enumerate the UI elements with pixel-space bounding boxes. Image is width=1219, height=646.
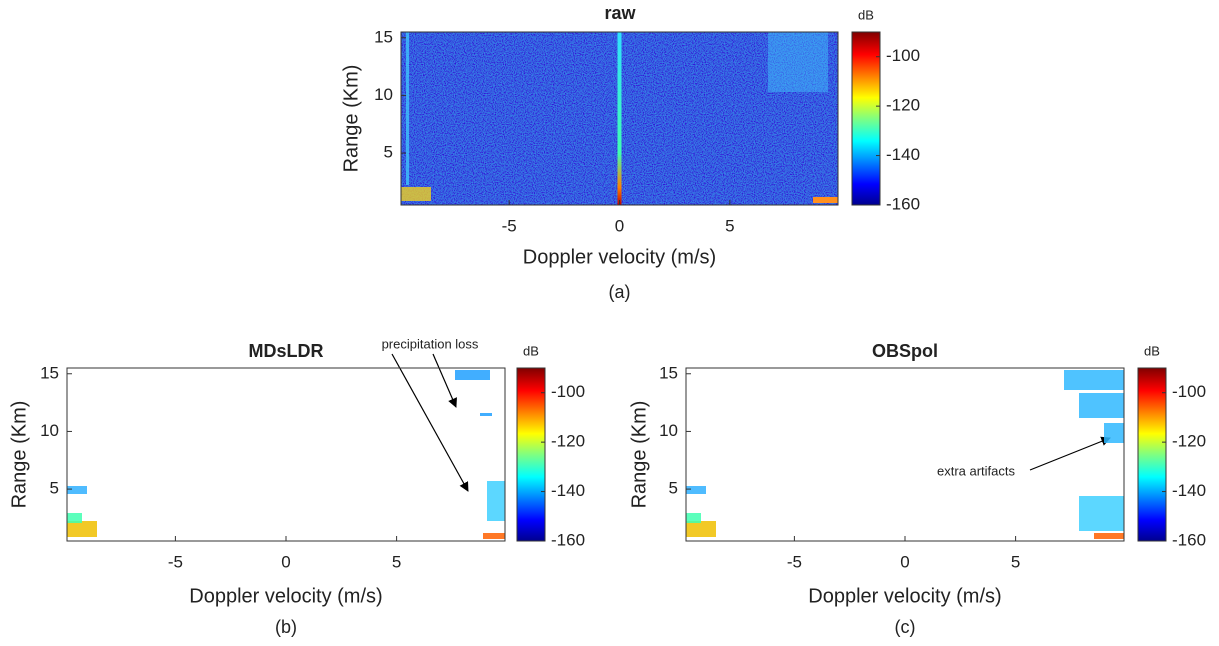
heatmap-texture [1079, 393, 1124, 418]
x-tick-label: -5 [168, 552, 183, 571]
heatmap-texture [67, 521, 97, 537]
heatmap-texture [487, 481, 505, 521]
x-tick-label: 5 [1011, 552, 1020, 571]
y-tick-label: 5 [384, 143, 393, 162]
x-tick-label: 0 [281, 552, 290, 571]
y-tick-label: 15 [374, 27, 393, 46]
axes-frame [66, 367, 506, 542]
heatmap-texture [401, 187, 431, 201]
y-tick-label: 15 [40, 363, 59, 382]
x-axis-label: Doppler velocity (m/s) [808, 585, 1001, 607]
heatmap-texture [406, 32, 409, 185]
caption: (a) [609, 282, 631, 302]
heatmap-texture [1104, 423, 1124, 443]
caption: (b) [275, 617, 297, 637]
heatmap-texture [67, 513, 82, 523]
y-tick-label: 10 [374, 85, 393, 104]
y-tick-label: 10 [659, 421, 678, 440]
chart-title: OBSpol [872, 341, 938, 361]
annotation-arrows [391, 353, 1111, 492]
heatmap-texture [617, 32, 622, 205]
colorbar-tick-label: -140 [551, 481, 585, 500]
colorbar [1137, 367, 1167, 542]
x-tick-label: 0 [900, 552, 909, 571]
caption: (c) [895, 617, 916, 637]
colorbar [516, 367, 546, 542]
heatmap-texture [768, 32, 828, 92]
colorbar-tick-label: -120 [886, 96, 920, 115]
x-axis-label: Doppler velocity (m/s) [189, 585, 382, 607]
colorbar-label: dB [523, 343, 539, 358]
colorbar [851, 31, 881, 206]
colorbar-tick-label: -120 [551, 432, 585, 451]
y-axis-label: Range (Km) [340, 65, 362, 173]
colorbar-label: dB [858, 7, 874, 22]
y-tick-label: 5 [50, 479, 59, 498]
colorbar-tick-label: -140 [886, 145, 920, 164]
y-tick-label: 10 [40, 421, 59, 440]
x-tick-label: -5 [787, 552, 802, 571]
heatmap-texture [686, 486, 706, 494]
y-tick-label: 5 [669, 479, 678, 498]
colorbar-tick-label: -160 [1172, 530, 1206, 549]
colorbar-tick-label: -100 [886, 46, 920, 65]
x-axis-label: Doppler velocity (m/s) [523, 246, 716, 268]
heatmap-texture [483, 533, 505, 539]
heatmap-texture [1079, 496, 1124, 531]
heatmap-texture [686, 521, 716, 537]
heatmap-texture [67, 486, 87, 494]
colorbar-label: dB [1144, 343, 1160, 358]
heatmap-texture [455, 370, 490, 380]
annotation: extra artifacts [937, 463, 1016, 478]
chart-title: MDsLDR [249, 341, 324, 361]
colorbar-tick-label: -140 [1172, 481, 1206, 500]
heatmap-texture [813, 197, 838, 203]
axes-frame [685, 367, 1125, 542]
colorbar-tick-label: -120 [1172, 432, 1206, 451]
colorbar-tick-label: -160 [886, 194, 920, 213]
colorbar-tick-label: -100 [1172, 382, 1206, 401]
x-tick-label: 5 [392, 552, 401, 571]
colorbar-tick-label: -160 [551, 530, 585, 549]
colorbar-tick-label: -100 [551, 382, 585, 401]
chart-title: raw [604, 3, 636, 23]
heatmap-texture [686, 513, 701, 523]
heatmap-texture [480, 413, 492, 416]
x-tick-label: -5 [502, 216, 517, 235]
heatmap-texture [1064, 370, 1124, 390]
heatmap-texture [1094, 533, 1124, 539]
y-axis-label: Range (Km) [628, 401, 650, 509]
y-tick-label: 15 [659, 363, 678, 382]
x-tick-label: 5 [725, 216, 734, 235]
y-axis-label: Range (Km) [8, 401, 30, 509]
annotation: precipitation loss [382, 336, 479, 351]
x-tick-label: 0 [615, 216, 624, 235]
